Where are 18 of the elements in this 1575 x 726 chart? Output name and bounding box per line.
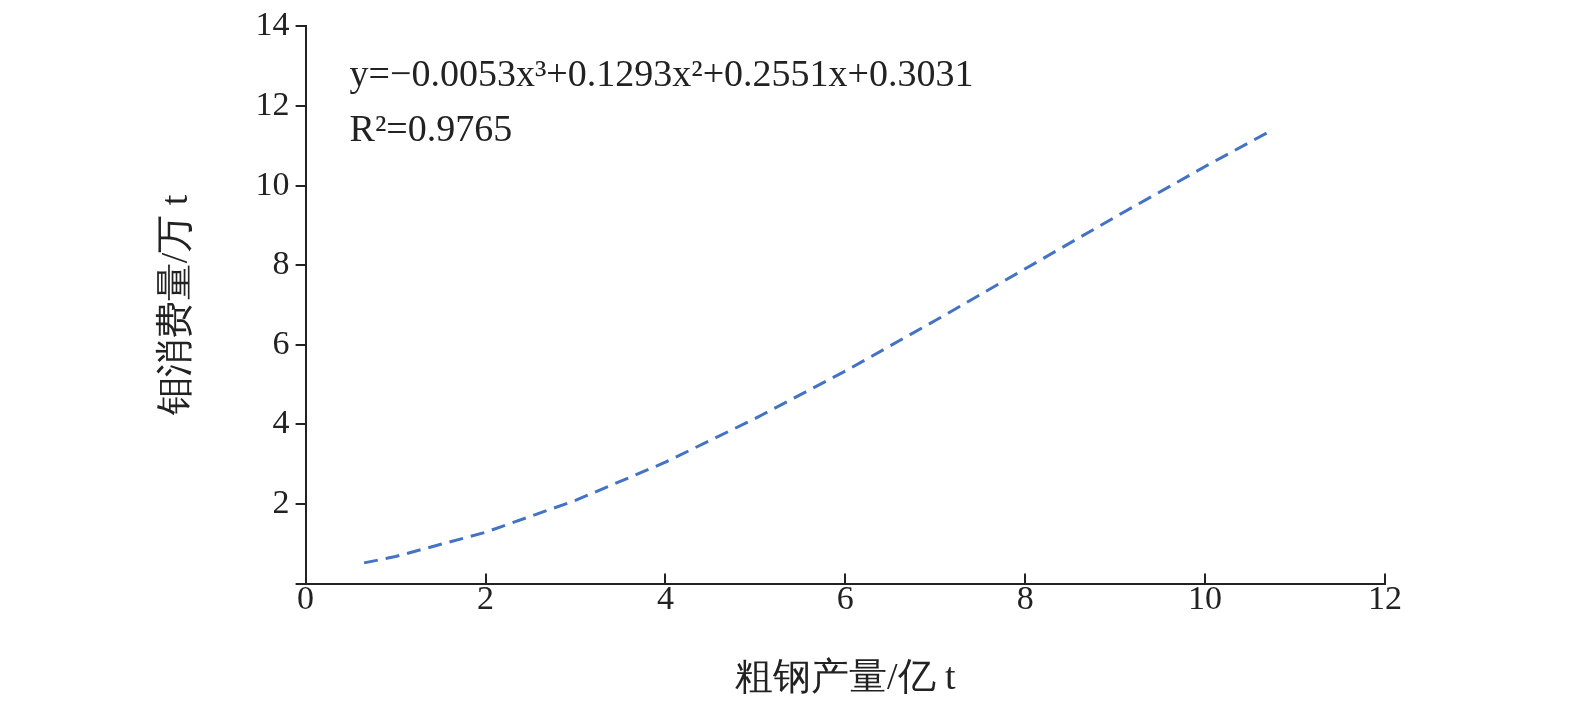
x-tick-label: 6: [836, 578, 854, 616]
x-tick-label: 2: [477, 578, 494, 616]
y-tick-label: 10: [255, 164, 290, 202]
x-tick-label: 4: [656, 578, 674, 616]
y-tick-label: 2: [272, 482, 290, 520]
y-tick-label: 4: [272, 403, 290, 441]
x-tick-label: 0: [297, 578, 315, 616]
y-tick-label: 14: [255, 5, 290, 43]
annotation: y=−0.0053x³+0.1293x²+0.2551x+0.3031: [349, 52, 974, 95]
x-tick-label: 8: [1016, 578, 1034, 616]
annotation: R²=0.9765: [349, 107, 513, 150]
y-tick-label: 12: [255, 84, 290, 122]
x-axis-title: 粗钢产量/亿 t: [734, 655, 957, 698]
x-tick-label: 12: [1368, 578, 1402, 616]
y-axis-title: 钼消费量/万 t: [152, 194, 195, 417]
x-tick-label: 10: [1188, 578, 1223, 616]
y-tick-label: 8: [272, 244, 290, 282]
y-tick-label: 6: [272, 323, 290, 361]
